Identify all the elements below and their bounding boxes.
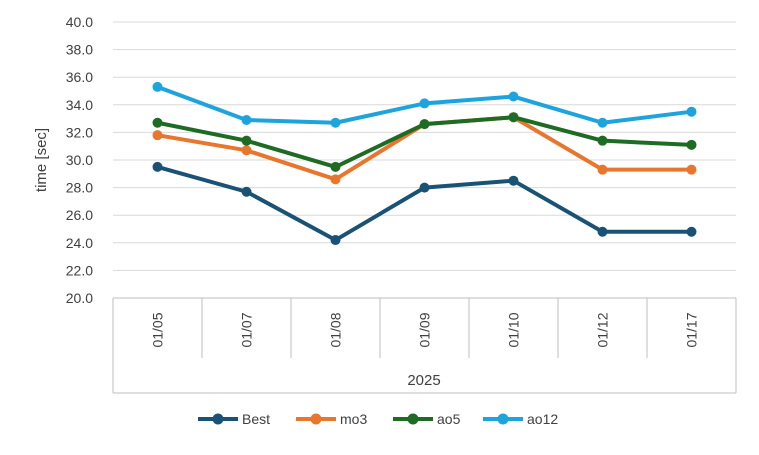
legend: Best mo3 ao5 ao12	[198, 411, 558, 427]
data-point-ao12	[508, 91, 519, 102]
legend-label-ao12: ao12	[527, 411, 558, 427]
y-tick-label: 30.0	[66, 152, 93, 168]
x-group-label: 2025	[407, 372, 440, 389]
data-point-Best	[152, 161, 163, 172]
x-tick-label: 01/07	[239, 312, 255, 347]
y-tick-label: 40.0	[66, 14, 93, 30]
y-tick-label: 32.0	[66, 124, 93, 140]
data-point-ao12	[152, 81, 163, 92]
data-point-Best	[419, 182, 430, 193]
data-point-mo3	[686, 164, 697, 175]
data-point-mo3	[152, 130, 163, 141]
data-point-Best	[508, 175, 519, 186]
data-point-Best	[330, 235, 341, 246]
data-point-ao12	[597, 117, 608, 128]
data-point-ao5	[152, 117, 163, 128]
data-point-ao5	[508, 112, 519, 123]
legend-label-Best: Best	[242, 411, 270, 427]
data-point-ao12	[241, 114, 252, 125]
data-point-ao12	[330, 117, 341, 128]
legend-label-ao5: ao5	[437, 411, 461, 427]
y-tick-label: 28.0	[66, 180, 93, 196]
y-tick-label: 26.0	[66, 207, 93, 223]
x-tick-label: 01/12	[595, 312, 611, 347]
series-line-Best	[155, 164, 694, 243]
data-point-ao5	[686, 139, 697, 150]
legend-marker-ao5	[407, 413, 419, 425]
data-point-Best	[597, 226, 608, 237]
x-tick-label: 01/09	[417, 312, 433, 347]
legend-label-mo3: mo3	[340, 411, 367, 427]
data-point-ao5	[419, 119, 430, 130]
data-point-mo3	[330, 174, 341, 185]
data-point-ao12	[419, 98, 430, 109]
y-axis-title: time [sec]	[33, 128, 50, 192]
legend-marker-mo3	[310, 413, 322, 425]
data-point-ao5	[330, 161, 341, 172]
axes: 20.0 22.0 24.0 26.0 28.0 30.0 32.0 34.0 36.0 38.0…	[33, 14, 737, 394]
y-tick-label: 38.0	[66, 42, 93, 58]
x-tick-label: 01/10	[506, 312, 522, 347]
data-point-mo3	[241, 145, 252, 156]
data-point-ao5	[241, 135, 252, 146]
y-tick-label: 22.0	[66, 262, 93, 278]
x-tick-label: 01/08	[328, 312, 344, 347]
y-tick-label: 24.0	[66, 235, 93, 251]
data-point-Best	[686, 226, 697, 237]
x-tick-label: 01/05	[150, 312, 166, 347]
data-point-ao5	[597, 135, 608, 146]
y-tick-label: 34.0	[66, 97, 93, 113]
legend-marker-Best	[212, 413, 224, 425]
y-tick-label: 36.0	[66, 69, 93, 85]
data-point-Best	[241, 186, 252, 197]
series-lines	[152, 81, 697, 246]
y-tick-label: 20.0	[66, 290, 93, 306]
x-tick-label: 01/17	[684, 312, 700, 347]
legend-marker-ao12	[497, 413, 509, 425]
data-point-ao12	[686, 106, 697, 117]
data-point-mo3	[597, 164, 608, 175]
gridlines	[113, 21, 736, 299]
